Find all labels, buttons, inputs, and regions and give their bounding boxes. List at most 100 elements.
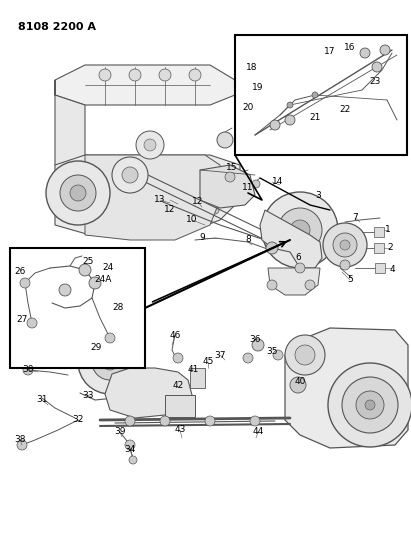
Text: 46: 46 (169, 330, 181, 340)
Text: 29: 29 (90, 343, 102, 352)
Text: 35: 35 (266, 348, 278, 357)
Text: 17: 17 (324, 47, 336, 56)
Circle shape (290, 220, 310, 240)
Polygon shape (105, 368, 192, 418)
Circle shape (17, 440, 27, 450)
Text: 44: 44 (252, 427, 263, 437)
Circle shape (125, 440, 135, 450)
Text: 14: 14 (272, 177, 284, 187)
Text: 7: 7 (352, 214, 358, 222)
Text: 5: 5 (347, 276, 353, 285)
Circle shape (273, 350, 283, 360)
Bar (375, 263, 385, 273)
Circle shape (59, 284, 71, 296)
Text: 31: 31 (36, 395, 48, 405)
Polygon shape (55, 80, 85, 175)
Circle shape (243, 185, 253, 195)
Circle shape (356, 391, 384, 419)
Circle shape (342, 377, 398, 433)
Text: 21: 21 (309, 114, 321, 123)
Text: 15: 15 (226, 164, 238, 173)
Circle shape (365, 400, 375, 410)
Text: 33: 33 (82, 391, 94, 400)
Circle shape (102, 354, 118, 370)
Text: 40: 40 (294, 377, 306, 386)
Circle shape (125, 416, 135, 426)
Text: 10: 10 (186, 215, 198, 224)
Text: 11: 11 (242, 183, 254, 192)
Bar (165, 395, 195, 417)
Text: 30: 30 (22, 366, 34, 375)
Polygon shape (55, 65, 235, 105)
Text: 32: 32 (72, 416, 84, 424)
Circle shape (243, 353, 253, 363)
Text: 16: 16 (344, 44, 356, 52)
Polygon shape (55, 155, 240, 235)
Text: 42: 42 (172, 381, 184, 390)
Text: 34: 34 (124, 446, 136, 455)
Text: 8108 2200 A: 8108 2200 A (18, 22, 96, 32)
Text: 38: 38 (14, 435, 26, 445)
Text: 22: 22 (339, 106, 351, 115)
Circle shape (250, 416, 260, 426)
Text: 39: 39 (114, 427, 126, 437)
Circle shape (328, 363, 411, 447)
Circle shape (285, 335, 325, 375)
Text: 12: 12 (192, 198, 204, 206)
Circle shape (173, 353, 183, 363)
Polygon shape (85, 155, 220, 240)
Text: 41: 41 (187, 366, 199, 375)
Circle shape (340, 260, 350, 270)
Text: 37: 37 (214, 351, 226, 359)
Text: 24: 24 (102, 263, 113, 272)
Circle shape (287, 102, 293, 108)
Circle shape (312, 92, 318, 98)
Text: 28: 28 (112, 303, 124, 312)
Circle shape (129, 69, 141, 81)
Circle shape (136, 131, 164, 159)
Circle shape (105, 333, 115, 343)
Circle shape (91, 226, 99, 234)
Text: 36: 36 (249, 335, 261, 344)
Circle shape (380, 45, 390, 55)
Circle shape (131, 226, 139, 234)
Text: 8: 8 (245, 236, 251, 245)
Text: 4: 4 (389, 265, 395, 274)
Circle shape (171, 226, 179, 234)
Circle shape (252, 180, 260, 188)
Circle shape (266, 242, 278, 254)
Circle shape (290, 377, 306, 393)
Text: 43: 43 (174, 425, 186, 434)
Circle shape (205, 416, 215, 426)
Text: 24A: 24A (94, 276, 112, 285)
Text: 12: 12 (164, 206, 175, 214)
Text: 20: 20 (242, 103, 254, 112)
Bar (190, 368, 205, 388)
Circle shape (323, 223, 367, 267)
Polygon shape (260, 210, 322, 268)
Polygon shape (268, 268, 320, 295)
Text: 9: 9 (199, 233, 205, 243)
Bar (10, 248, 145, 368)
Text: 26: 26 (14, 268, 26, 277)
Circle shape (340, 240, 350, 250)
Bar (235, 35, 407, 155)
Text: 18: 18 (246, 63, 258, 72)
Circle shape (285, 115, 295, 125)
Bar (374, 227, 384, 237)
Circle shape (278, 208, 322, 252)
Circle shape (225, 172, 235, 182)
Circle shape (112, 157, 148, 193)
Text: 45: 45 (202, 358, 214, 367)
Circle shape (267, 280, 277, 290)
Text: 3: 3 (315, 191, 321, 200)
Circle shape (270, 120, 280, 130)
Circle shape (211, 206, 219, 214)
Circle shape (20, 278, 30, 288)
Circle shape (99, 69, 111, 81)
Circle shape (70, 185, 86, 201)
Text: 2: 2 (387, 244, 393, 253)
Circle shape (78, 330, 142, 394)
Text: 27: 27 (16, 316, 28, 325)
Circle shape (333, 233, 357, 257)
